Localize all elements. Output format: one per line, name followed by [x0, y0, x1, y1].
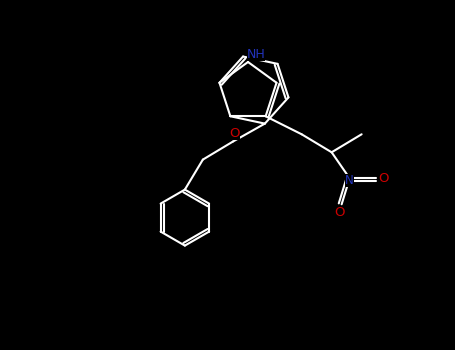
Text: O: O [334, 206, 345, 219]
Text: O: O [379, 172, 389, 185]
Text: N: N [345, 174, 354, 187]
Text: O: O [230, 127, 240, 140]
Text: NH: NH [247, 48, 265, 61]
